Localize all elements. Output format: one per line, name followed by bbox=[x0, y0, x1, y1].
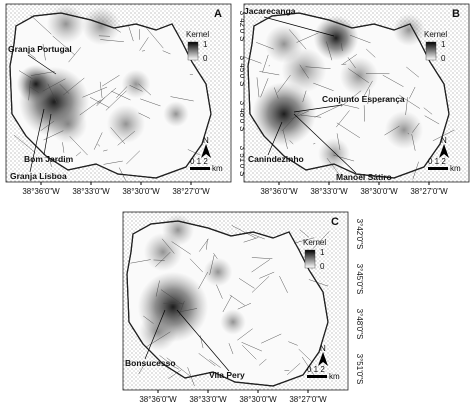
x-tick-label: 38°33'0"W bbox=[72, 187, 110, 196]
legend-gradient bbox=[305, 250, 315, 268]
y-tick-label: 3°48'0"S bbox=[355, 309, 364, 340]
scale-unit: km bbox=[329, 372, 340, 381]
x-tick-label: 38°27'0"W bbox=[410, 187, 448, 196]
scale-bar bbox=[307, 375, 327, 378]
panel-letter: B bbox=[452, 8, 460, 20]
scale-bar bbox=[428, 167, 448, 170]
north-label: N bbox=[203, 136, 209, 145]
x-tick-label: 38°36'0"W bbox=[22, 187, 60, 196]
x-tick-label: 38°30'0"W bbox=[122, 187, 160, 196]
place-label: Jacarecanga bbox=[244, 6, 296, 16]
legend-title: Kernel bbox=[303, 238, 326, 247]
legend-min: 0 bbox=[320, 262, 325, 271]
kernel-hotspot bbox=[49, 105, 87, 143]
x-tick-label: 38°30'0"W bbox=[360, 187, 398, 196]
place-label: Canindezinho bbox=[248, 154, 304, 164]
kernel-hotspot bbox=[385, 111, 423, 149]
place-label: Granja Portugal bbox=[8, 44, 72, 54]
y-tick-label: 3°51'0"S bbox=[355, 354, 364, 385]
legend-max: 1 bbox=[203, 40, 208, 49]
north-label: N bbox=[441, 136, 447, 145]
north-label: N bbox=[320, 344, 326, 353]
scale-numbers: 0 1 2 bbox=[190, 157, 208, 166]
x-tick-label: 38°27'0"W bbox=[289, 395, 327, 404]
x-tick-label: 38°27'0"W bbox=[172, 187, 210, 196]
x-tick-label: 38°36'0"W bbox=[139, 395, 177, 404]
place-label: Vila Pery bbox=[209, 370, 245, 380]
scale-bar bbox=[190, 167, 210, 170]
x-tick-label: 38°33'0"W bbox=[189, 395, 227, 404]
scale-numbers: 0 1 2 bbox=[428, 157, 446, 166]
y-tick-label: 3°42'0"S bbox=[355, 219, 364, 250]
x-tick-label: 38°30'0"W bbox=[239, 395, 277, 404]
legend-title: Kernel bbox=[424, 30, 447, 39]
x-tick-label: 38°36'0"W bbox=[260, 187, 298, 196]
legend-min: 0 bbox=[203, 54, 208, 63]
kernel-hotspot bbox=[163, 101, 189, 127]
kernel-hotspot bbox=[122, 70, 151, 99]
legend-max: 1 bbox=[320, 248, 325, 257]
kernel-hotspot bbox=[318, 138, 350, 170]
panel-letter: C bbox=[331, 216, 339, 228]
legend-max: 1 bbox=[441, 40, 446, 49]
kernel-hotspot bbox=[47, 5, 85, 43]
kernel-hotspot bbox=[107, 105, 145, 143]
panel-letter: A bbox=[214, 8, 222, 20]
place-label: Granja Lisboa bbox=[10, 171, 67, 181]
scale-unit: km bbox=[450, 164, 461, 173]
legend-gradient bbox=[188, 42, 198, 60]
y-tick-label: 3°45'0"S bbox=[355, 264, 364, 295]
legend-title: Kernel bbox=[186, 30, 209, 39]
place-label: Manoel Sátiro bbox=[336, 172, 392, 182]
x-tick-label: 38°33'0"W bbox=[310, 187, 348, 196]
scale-numbers: 0 1 2 bbox=[307, 365, 325, 374]
kernel-hotspot bbox=[220, 309, 246, 335]
place-label: Conjunto Esperança bbox=[322, 94, 405, 104]
kernel-hotspot bbox=[17, 65, 55, 103]
place-label: Bonsucesso bbox=[125, 358, 176, 368]
place-label: Bom Jardim bbox=[24, 154, 74, 164]
legend-min: 0 bbox=[441, 54, 446, 63]
kernel-hotspot bbox=[162, 214, 194, 246]
scale-unit: km bbox=[212, 164, 223, 173]
legend-gradient bbox=[426, 42, 436, 60]
